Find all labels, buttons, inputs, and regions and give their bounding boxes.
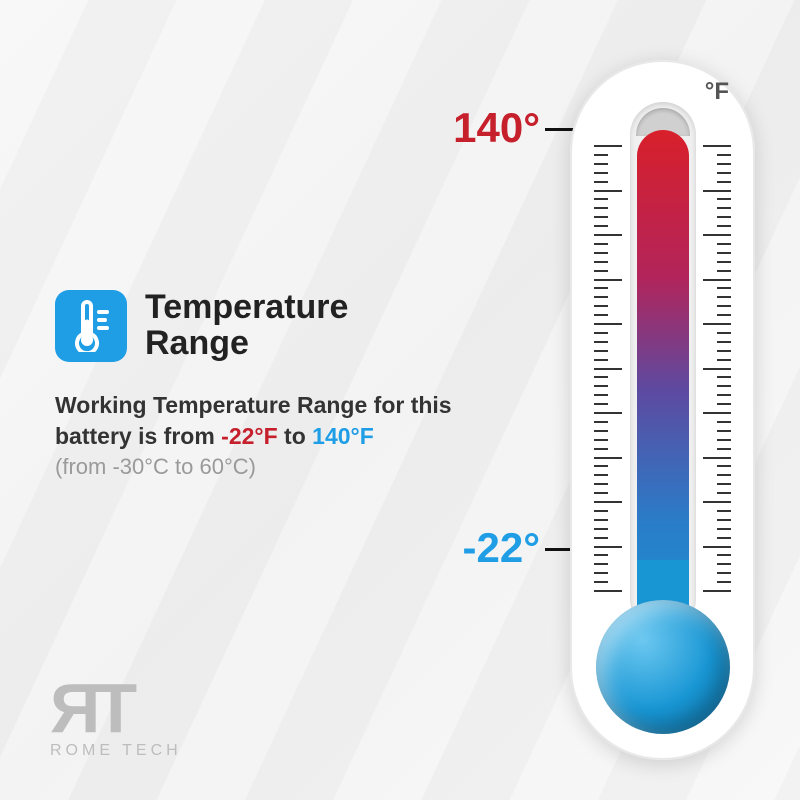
thermometer-bulb (596, 600, 730, 734)
info-block: TemperatureRange Working Temperature Ran… (55, 290, 455, 480)
title: TemperatureRange (145, 290, 348, 361)
high-value: 140°F (312, 423, 374, 449)
thermometer: °F (570, 60, 755, 760)
logo-name: ROME TECH (50, 742, 182, 760)
unit-label: °F (705, 78, 729, 106)
thermometer-ticks (570, 145, 755, 590)
desc-mid: to (278, 423, 313, 449)
temperature-icon (55, 290, 127, 362)
high-temp-label: 140° (453, 104, 540, 152)
brand-logo: ЯT ROME TECH (50, 680, 182, 760)
description-celsius: (from -30°C to 60°C) (55, 454, 455, 480)
logo-mark: ЯT (50, 680, 182, 736)
description: Working Temperature Range for this batte… (55, 390, 455, 452)
low-value: -22°F (221, 423, 278, 449)
low-temp-label: -22° (463, 524, 541, 572)
